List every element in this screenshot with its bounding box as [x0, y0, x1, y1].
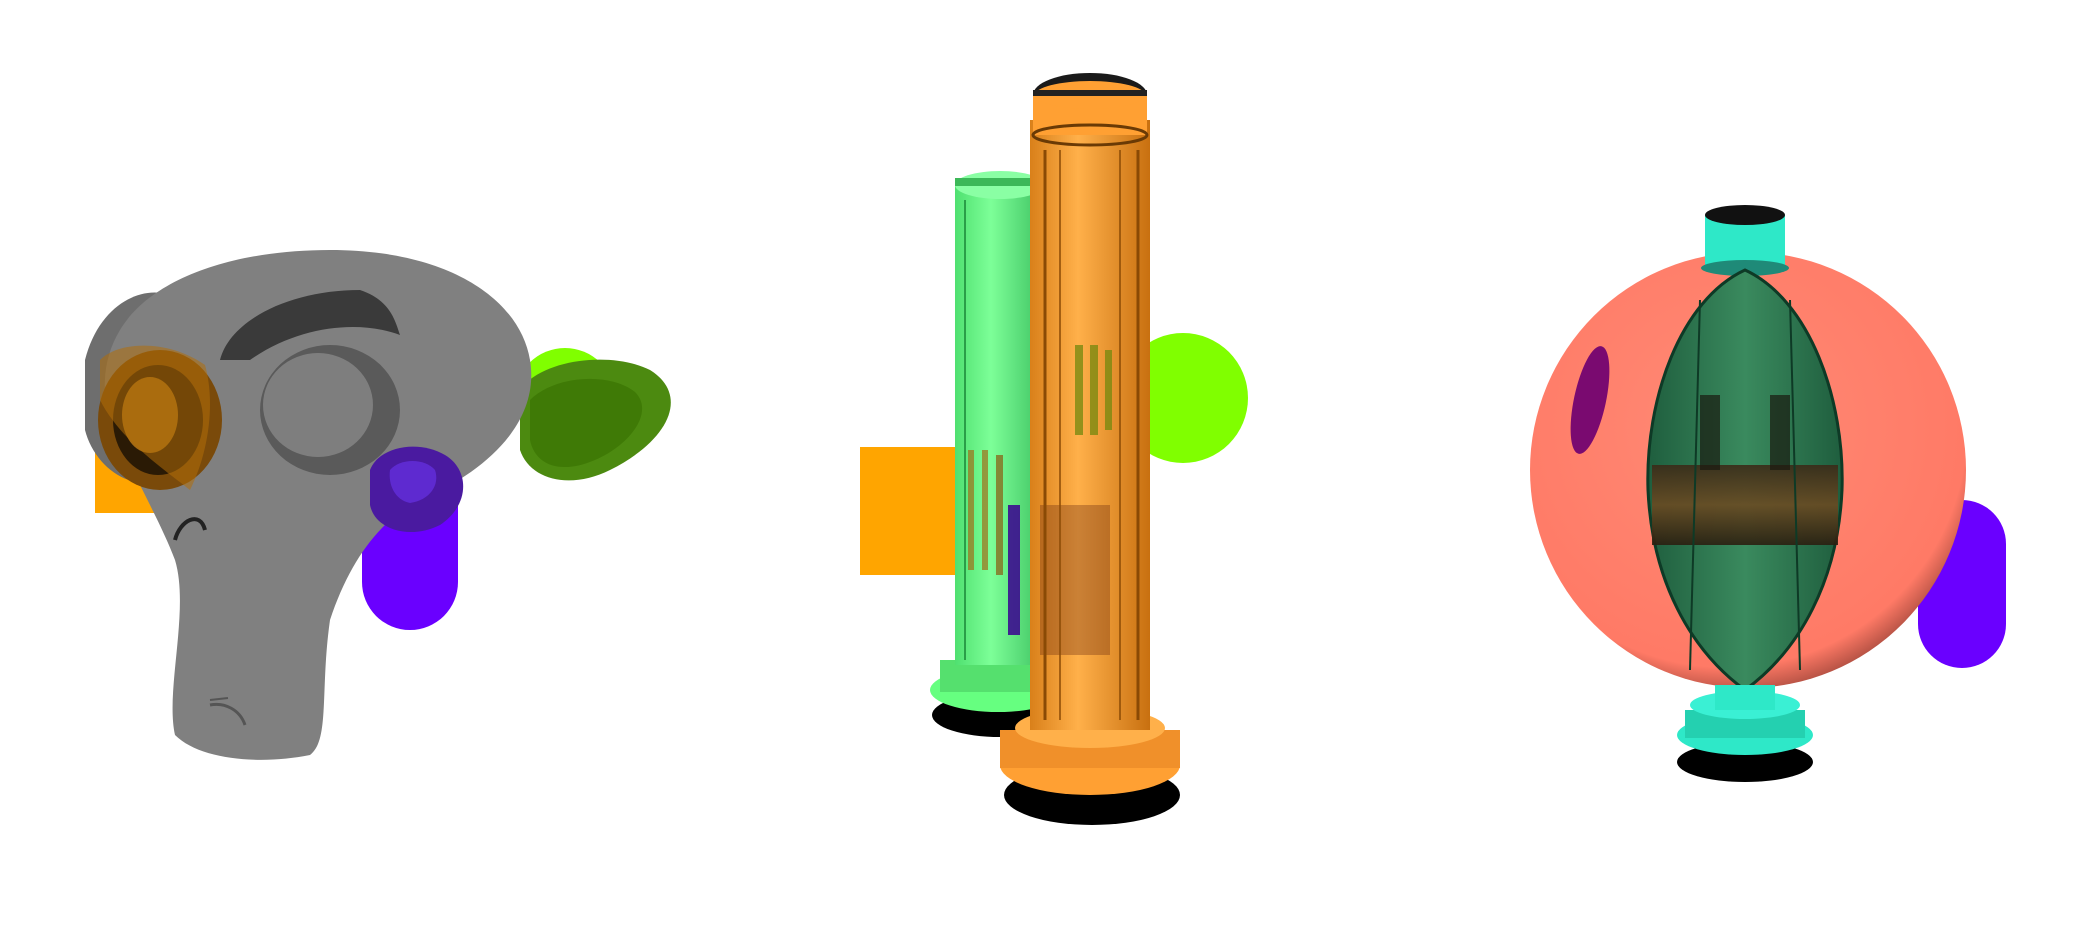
- green-circle: [1118, 333, 1248, 463]
- columns-group: [860, 73, 1248, 825]
- monkey-head: [85, 250, 671, 760]
- monkey-head-group: [85, 250, 671, 760]
- orange-glass-column: [1000, 73, 1180, 825]
- sphere-group: [1530, 205, 2006, 782]
- teal-glass-vase: [1646, 205, 1844, 782]
- orange-square: [860, 447, 962, 575]
